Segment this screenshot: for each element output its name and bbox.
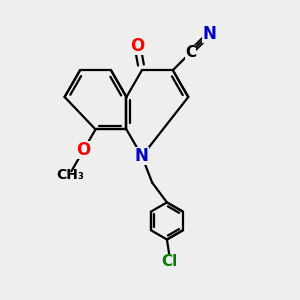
Text: CH₃: CH₃ <box>56 168 84 182</box>
Text: N: N <box>202 25 216 43</box>
Text: O: O <box>130 37 145 55</box>
Text: C: C <box>185 45 196 60</box>
Text: N: N <box>135 147 149 165</box>
Text: O: O <box>76 141 91 159</box>
Text: Cl: Cl <box>162 254 178 269</box>
